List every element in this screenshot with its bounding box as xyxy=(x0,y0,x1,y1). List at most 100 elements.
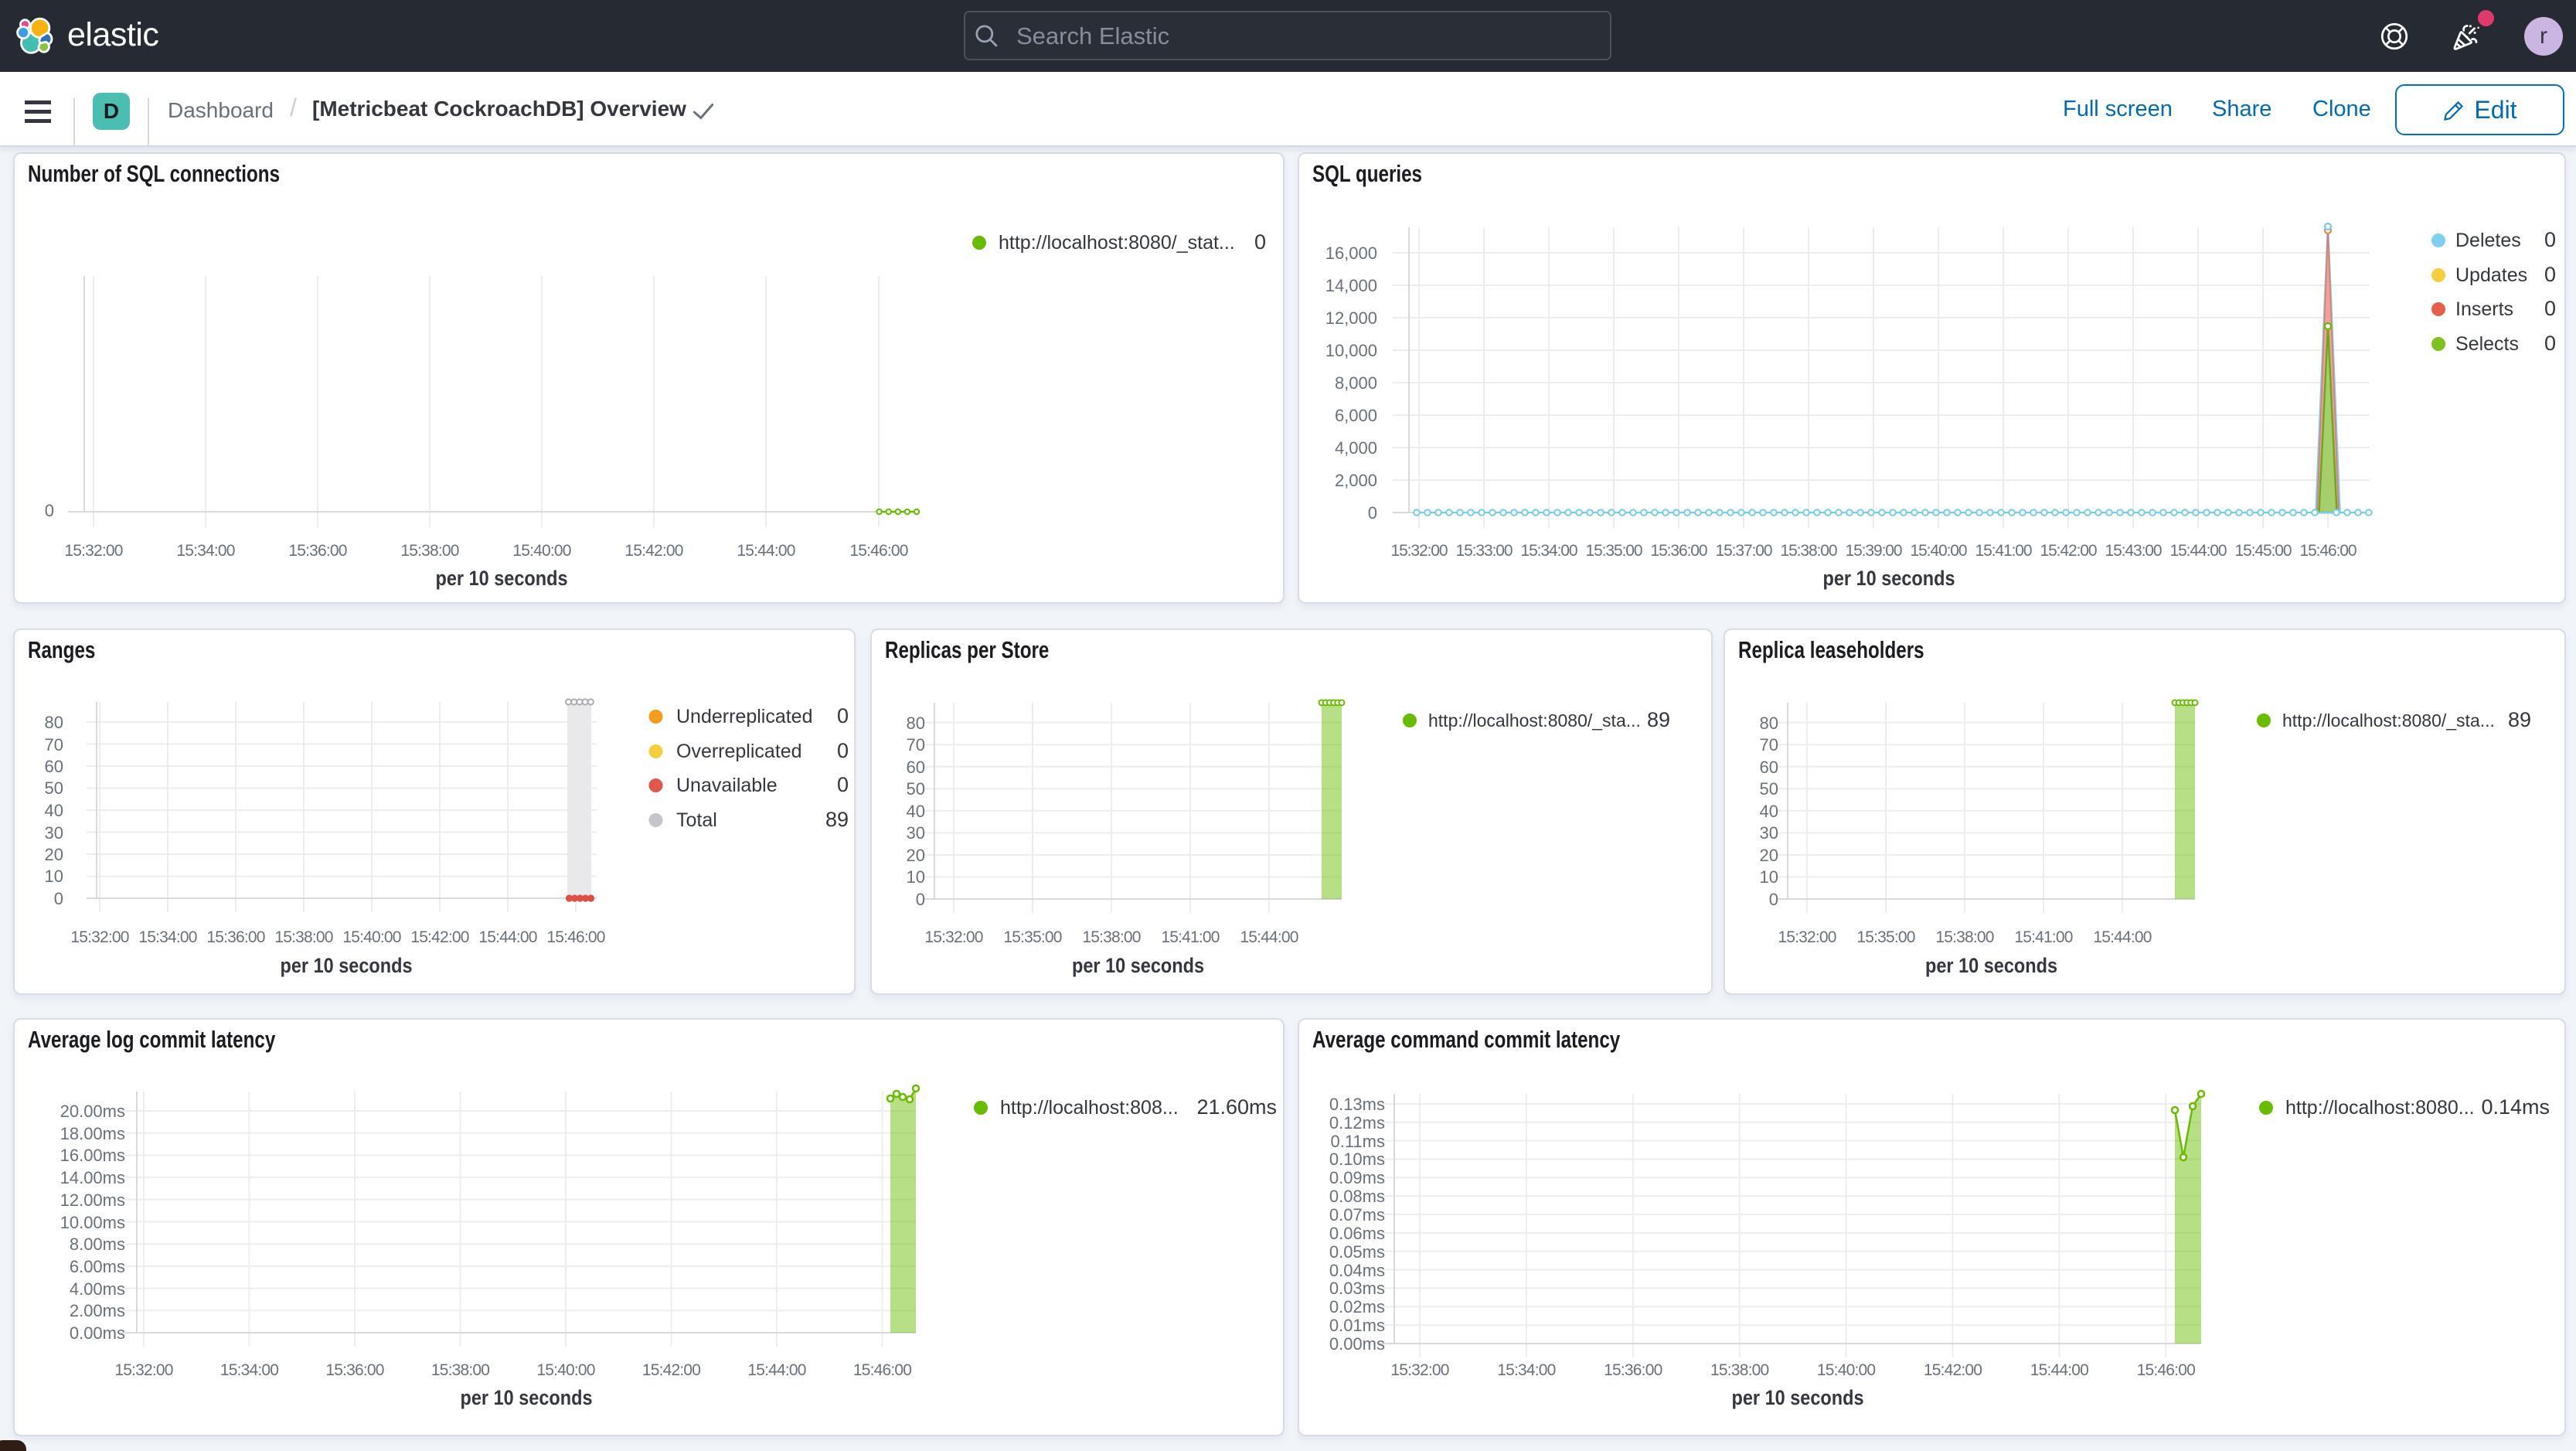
svg-text:89: 89 xyxy=(1647,708,1670,731)
svg-text:15:40:00: 15:40:00 xyxy=(1911,542,1967,560)
svg-text:0.00ms: 0.00ms xyxy=(1329,1334,1385,1354)
svg-text:15:38:00: 15:38:00 xyxy=(1935,928,1993,946)
svg-text:0.13ms: 0.13ms xyxy=(1329,1095,1385,1114)
svg-text:15:40:00: 15:40:00 xyxy=(536,1361,594,1379)
svg-text:15:36:00: 15:36:00 xyxy=(325,1361,383,1379)
svg-text:15:41:00: 15:41:00 xyxy=(2014,928,2072,946)
svg-text:30: 30 xyxy=(907,823,925,843)
svg-text:15:40:00: 15:40:00 xyxy=(512,542,570,560)
svg-text:0.07ms: 0.07ms xyxy=(1329,1205,1385,1224)
svg-text:15:33:00: 15:33:00 xyxy=(1456,542,1513,560)
svg-text:15:42:00: 15:42:00 xyxy=(410,928,468,946)
svg-text:21.60ms: 21.60ms xyxy=(1196,1095,1277,1119)
svg-text:15:40:00: 15:40:00 xyxy=(342,928,400,946)
svg-text:15:46:00: 15:46:00 xyxy=(849,542,907,560)
svg-text:Total: Total xyxy=(676,809,717,831)
svg-text:2.00ms: 2.00ms xyxy=(70,1301,125,1320)
svg-text:14.00ms: 14.00ms xyxy=(60,1168,125,1187)
svg-text:0: 0 xyxy=(2544,228,2556,251)
svg-text:15:32:00: 15:32:00 xyxy=(1778,928,1836,946)
svg-text:10.00ms: 10.00ms xyxy=(60,1213,125,1232)
svg-text:0: 0 xyxy=(2544,332,2556,355)
svg-text:12.00ms: 12.00ms xyxy=(60,1190,125,1210)
svg-text:15:36:00: 15:36:00 xyxy=(1604,1361,1662,1379)
svg-text:0: 0 xyxy=(837,739,849,762)
svg-text:70: 70 xyxy=(907,735,925,754)
svg-text:8.00ms: 8.00ms xyxy=(70,1235,125,1254)
svg-text:6,000: 6,000 xyxy=(1335,406,1377,425)
svg-text:15:34:00: 15:34:00 xyxy=(1497,1361,1555,1379)
svg-text:15:38:00: 15:38:00 xyxy=(431,1361,489,1379)
svg-text:0.04ms: 0.04ms xyxy=(1329,1261,1385,1280)
svg-text:0: 0 xyxy=(54,889,63,908)
svg-text:0.14ms: 0.14ms xyxy=(2481,1095,2550,1119)
svg-text:12,000: 12,000 xyxy=(1325,308,1377,328)
svg-text:15:34:00: 15:34:00 xyxy=(1521,542,1577,560)
svg-text:60: 60 xyxy=(907,758,925,777)
svg-text:0.03ms: 0.03ms xyxy=(1329,1279,1385,1298)
svg-text:0: 0 xyxy=(1769,890,1778,909)
svg-text:15:44:00: 15:44:00 xyxy=(2030,1361,2088,1379)
svg-text:http://localhost:8080/_stat...: http://localhost:8080/_stat... xyxy=(999,232,1235,254)
svg-text:15:42:00: 15:42:00 xyxy=(2040,542,2097,560)
svg-text:15:32:00: 15:32:00 xyxy=(924,928,982,946)
svg-text:15:41:00: 15:41:00 xyxy=(1975,542,2032,560)
svg-text:60: 60 xyxy=(1760,758,1778,777)
svg-text:80: 80 xyxy=(1760,714,1778,733)
svg-text:0.08ms: 0.08ms xyxy=(1329,1187,1385,1206)
svg-text:15:46:00: 15:46:00 xyxy=(2137,1361,2195,1379)
svg-text:15:44:00: 15:44:00 xyxy=(747,1361,805,1379)
svg-text:0.00ms: 0.00ms xyxy=(70,1323,125,1343)
svg-text:0.11ms: 0.11ms xyxy=(1330,1132,1385,1151)
svg-text:0.02ms: 0.02ms xyxy=(1329,1297,1385,1316)
svg-text:4,000: 4,000 xyxy=(1335,438,1377,458)
svg-text:20.00ms: 20.00ms xyxy=(60,1102,125,1121)
svg-text:8,000: 8,000 xyxy=(1335,373,1377,393)
svg-text:15:46:00: 15:46:00 xyxy=(2300,542,2357,560)
svg-text:10: 10 xyxy=(907,867,925,887)
svg-text:15:34:00: 15:34:00 xyxy=(220,1361,278,1379)
svg-text:15:44:00: 15:44:00 xyxy=(2093,928,2151,946)
svg-text:0: 0 xyxy=(916,890,925,909)
svg-text:15:35:00: 15:35:00 xyxy=(1003,928,1061,946)
svg-text:15:36:00: 15:36:00 xyxy=(1651,542,1707,560)
svg-text:15:32:00: 15:32:00 xyxy=(70,928,128,946)
svg-text:15:42:00: 15:42:00 xyxy=(642,1361,700,1379)
svg-text:40: 40 xyxy=(45,801,63,820)
svg-text:89: 89 xyxy=(825,808,849,831)
svg-text:14,000: 14,000 xyxy=(1325,276,1377,295)
svg-text:10,000: 10,000 xyxy=(1325,341,1377,360)
svg-text:Unavailable: Unavailable xyxy=(676,775,778,796)
svg-text:Overreplicated: Overreplicated xyxy=(676,741,802,762)
svg-text:40: 40 xyxy=(907,802,925,821)
svg-text:15:35:00: 15:35:00 xyxy=(1856,928,1914,946)
svg-text:10: 10 xyxy=(45,867,63,886)
svg-text:http://localhost:808...: http://localhost:808... xyxy=(1000,1097,1179,1119)
svg-text:0: 0 xyxy=(1368,503,1377,523)
svg-text:0: 0 xyxy=(1254,230,1266,254)
svg-text:Deletes: Deletes xyxy=(2455,230,2521,251)
svg-text:15:32:00: 15:32:00 xyxy=(1390,1361,1448,1379)
svg-text:30: 30 xyxy=(45,823,63,843)
svg-text:15:37:00: 15:37:00 xyxy=(1716,542,1772,560)
svg-text:0.10ms: 0.10ms xyxy=(1329,1150,1385,1169)
svg-text:15:32:00: 15:32:00 xyxy=(114,1361,172,1379)
svg-text:15:38:00: 15:38:00 xyxy=(1710,1361,1768,1379)
svg-text:15:44:00: 15:44:00 xyxy=(478,928,536,946)
svg-text:15:34:00: 15:34:00 xyxy=(176,542,234,560)
svg-text:80: 80 xyxy=(45,713,63,732)
svg-text:per 10 seconds: per 10 seconds xyxy=(461,1386,593,1409)
svg-text:15:38:00: 15:38:00 xyxy=(400,542,458,560)
svg-text:Underreplicated: Underreplicated xyxy=(676,706,813,727)
svg-text:0: 0 xyxy=(2544,297,2556,320)
svg-text:20: 20 xyxy=(907,846,925,865)
svg-text:per 10 seconds: per 10 seconds xyxy=(1823,567,1955,590)
svg-text:15:40:00: 15:40:00 xyxy=(1817,1361,1875,1379)
svg-text:Updates: Updates xyxy=(2455,264,2527,286)
svg-text:16.00ms: 16.00ms xyxy=(60,1146,125,1165)
svg-text:0: 0 xyxy=(837,704,849,727)
svg-text:89: 89 xyxy=(2508,708,2531,731)
svg-text:15:36:00: 15:36:00 xyxy=(288,542,346,560)
svg-text:16,000: 16,000 xyxy=(1325,244,1377,263)
svg-text:per 10 seconds: per 10 seconds xyxy=(436,567,568,590)
